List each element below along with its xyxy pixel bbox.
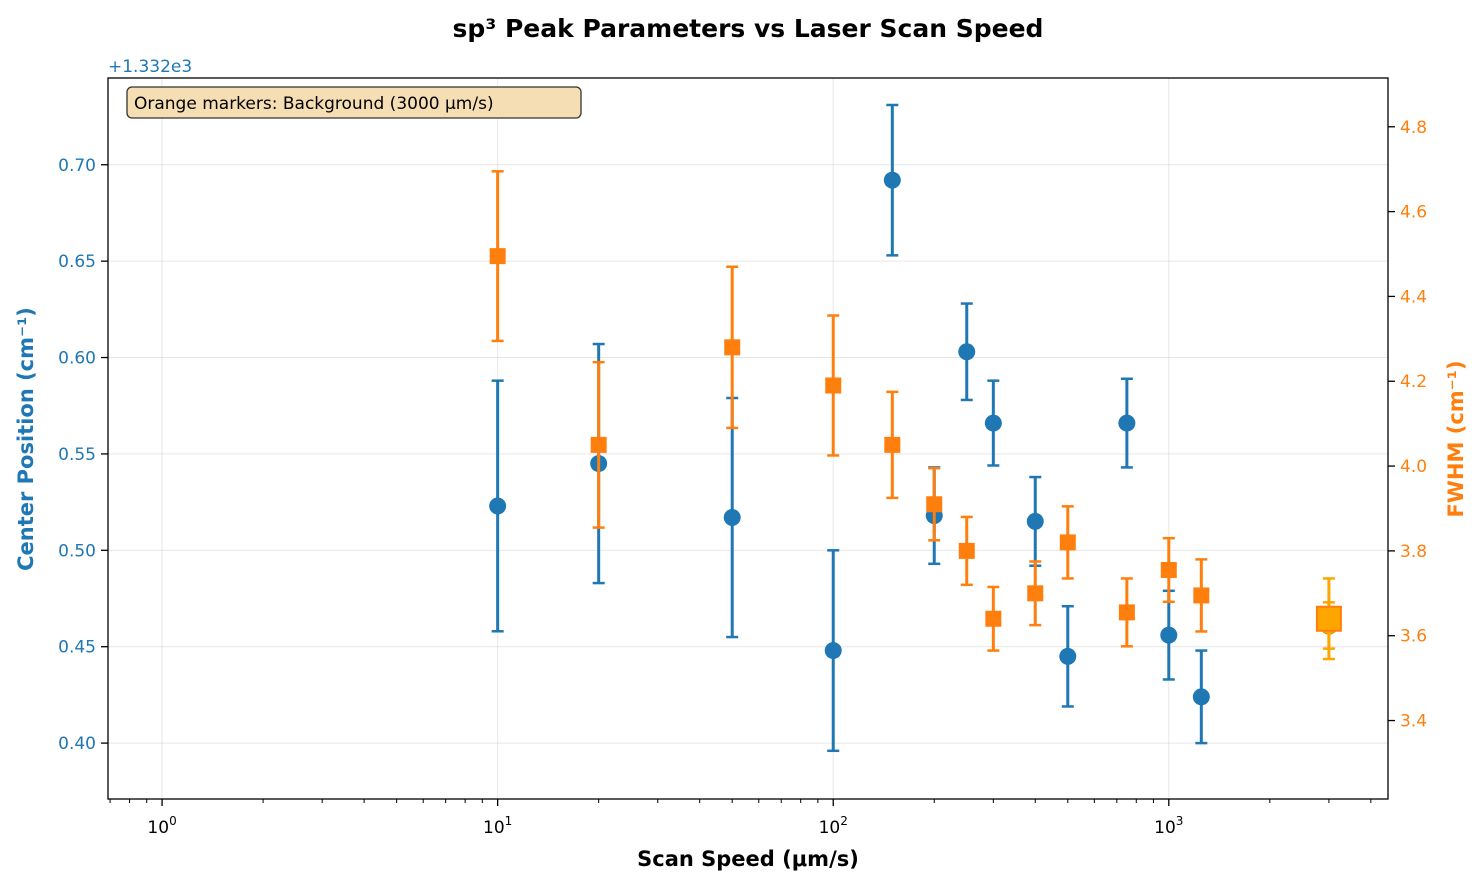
x-tick-label: 103: [1154, 814, 1183, 838]
data-point: [1192, 688, 1210, 706]
data-point: [1026, 512, 1044, 530]
x-axis-ticks: 100 101 102 103: [109, 799, 1372, 838]
plot-frame: [107, 77, 1389, 800]
data-point: [723, 509, 741, 527]
left-y-tick-label: 0.55: [58, 445, 96, 465]
right-y-tick-label: 4.2: [1400, 372, 1427, 392]
chart-title: sp³ Peak Parameters vs Laser Scan Speed: [453, 14, 1044, 43]
data-point: [1059, 534, 1076, 551]
right-y-tick-label: 4.4: [1400, 287, 1427, 307]
left-y-tick-label: 0.40: [58, 734, 96, 754]
data-point: [1118, 414, 1136, 432]
data-point: [926, 496, 943, 513]
right-y-tick-label: 4.6: [1400, 203, 1427, 223]
data-point: [489, 248, 506, 265]
series-fwhm: [489, 170, 1210, 652]
data-point: [984, 414, 1002, 432]
right-y-tick-label: 3.4: [1400, 712, 1427, 732]
data-point: [884, 436, 901, 453]
x-axis-label: Scan Speed (μm/s): [637, 847, 859, 871]
data-point: [590, 436, 607, 453]
data-point: [1315, 605, 1342, 632]
annotation-box: Orange markers: Background (3000 μm/s): [126, 86, 582, 119]
data-point: [724, 339, 741, 356]
annotation-background: [126, 86, 582, 119]
right-y-axis-ticks: 3.4 3.6 3.8 4.0 4.2 4.4 4.6 4.8: [1388, 118, 1427, 732]
data-point: [1160, 561, 1177, 578]
x-tick-label: 100: [147, 814, 176, 838]
data-point: [958, 542, 975, 559]
data-point: [1118, 604, 1135, 621]
x-tick-label: 101: [483, 814, 512, 838]
data-point: [958, 343, 976, 361]
data-point: [825, 377, 842, 394]
left-axis-offset-text: +1.332e3: [108, 57, 192, 77]
data-point: [1027, 585, 1044, 602]
data-point: [824, 642, 842, 660]
annotation-text: Orange markers: Background (3000 μm/s): [134, 94, 494, 114]
data-series: [489, 103, 1342, 753]
left-y-tick-label: 0.45: [58, 638, 96, 658]
data-point: [985, 610, 1002, 627]
left-y-tick-label: 0.70: [58, 156, 96, 176]
right-y-axis-label: FWHM (cm⁻¹): [1444, 360, 1468, 517]
data-point: [1160, 626, 1178, 644]
left-y-axis-label: Center Position (cm⁻¹): [14, 307, 38, 571]
data-point: [489, 497, 507, 515]
right-y-tick-label: 3.6: [1400, 627, 1427, 647]
left-y-tick-label: 0.60: [58, 349, 96, 369]
data-point: [1059, 647, 1077, 665]
right-y-tick-label: 4.8: [1400, 118, 1427, 138]
grid-lines: [108, 78, 1388, 799]
data-point: [883, 171, 901, 189]
data-point: [1193, 587, 1210, 604]
right-y-tick-label: 3.8: [1400, 542, 1427, 562]
x-tick-label: 102: [819, 814, 848, 838]
series-background-fwhm: [1315, 577, 1342, 661]
left-y-axis-ticks: 0.40 0.45 0.50 0.55 0.60 0.65 0.70: [58, 156, 108, 754]
left-y-tick-label: 0.65: [58, 252, 96, 272]
left-y-tick-label: 0.50: [58, 541, 96, 561]
right-y-tick-label: 4.0: [1400, 457, 1427, 477]
